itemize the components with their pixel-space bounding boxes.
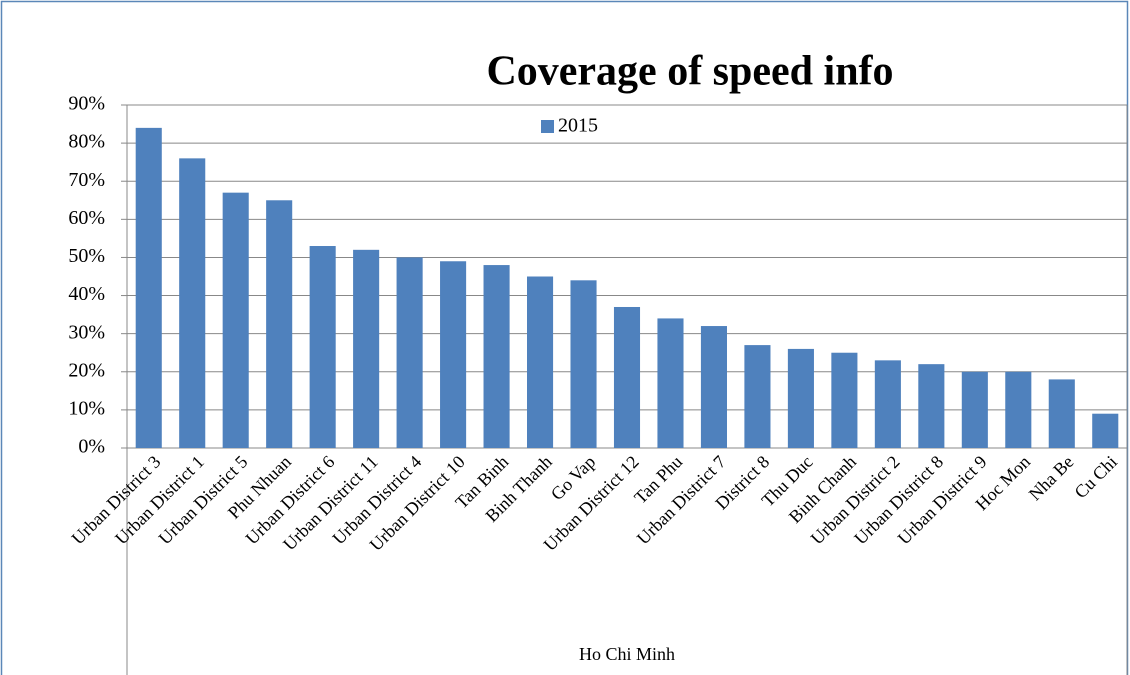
bar [831, 352, 858, 448]
bar [222, 192, 249, 448]
y-tick-label: 60% [68, 207, 105, 229]
bar [266, 200, 293, 448]
bar [179, 158, 206, 448]
y-tick-label: 0% [78, 436, 105, 458]
y-tick-label: 40% [68, 283, 105, 305]
bar [353, 249, 380, 448]
bar [527, 276, 554, 448]
y-tick-label: 50% [68, 245, 105, 267]
bar [1048, 379, 1075, 448]
x-axis-label: Ho Chi Minh [579, 644, 675, 664]
y-tick-label: 30% [68, 321, 105, 343]
legend-swatch [541, 120, 554, 133]
y-tick-label: 70% [68, 169, 105, 191]
bar [787, 348, 814, 448]
bar [440, 261, 467, 448]
y-tick-label: 90% [68, 93, 105, 115]
bar [309, 246, 336, 448]
bar [744, 345, 771, 448]
x-tick-label: Cu Chi [1070, 452, 1121, 503]
bar [570, 280, 597, 448]
y-tick-label: 20% [68, 359, 105, 381]
bar [874, 360, 901, 448]
bar [918, 364, 945, 448]
bar [135, 127, 162, 448]
chart-title: Coverage of speed info [486, 49, 893, 95]
y-tick-label: 80% [68, 131, 105, 153]
bar [700, 326, 727, 448]
bar [1005, 371, 1032, 448]
bar [1092, 413, 1119, 448]
legend-label: 2015 [558, 115, 598, 137]
bar [657, 318, 684, 448]
bar [961, 371, 988, 448]
y-tick-label: 10% [68, 397, 105, 419]
x-tick-label: Nha Be [1025, 452, 1078, 505]
bar [483, 265, 510, 448]
bar [396, 257, 423, 448]
bar [613, 306, 641, 448]
